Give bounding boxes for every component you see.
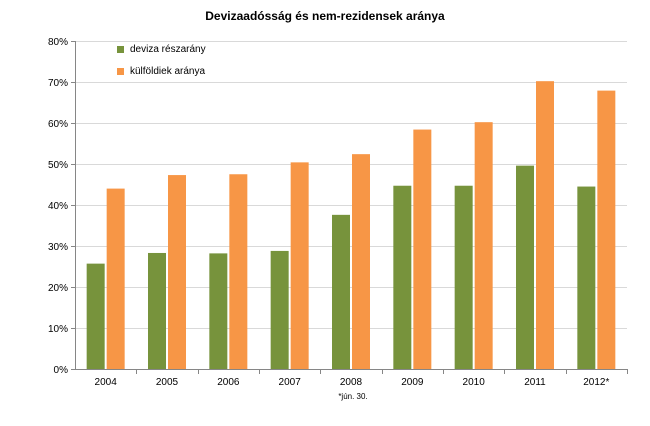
- bar-deviza-2011: [516, 165, 534, 369]
- legend-item-kulfoldiek: külföldiek aránya: [117, 66, 205, 77]
- footnote: *jún. 30.: [338, 392, 368, 401]
- x-tick-label: 2011: [524, 377, 546, 388]
- legend-label-deviza: deviza részarány: [130, 44, 206, 55]
- legend-label-kulfoldiek: külföldiek aránya: [130, 66, 206, 77]
- bar-deviza-2006: [209, 253, 228, 369]
- bar-kulfoldiek-2011: [536, 81, 554, 370]
- bar-deviza-2008: [332, 214, 350, 369]
- chart-title: Devizaadósság és nem-rezidensek aránya: [205, 9, 445, 23]
- y-tick-label: 50%: [48, 160, 68, 171]
- bar-kulfoldiek-2005: [168, 175, 186, 369]
- y-tick-label: 10%: [48, 324, 68, 335]
- bar-kulfoldiek-2006: [229, 174, 248, 369]
- bar-deviza-2007: [270, 250, 289, 369]
- y-tick-label: 80%: [48, 37, 68, 48]
- x-tick-label: 2010: [463, 377, 486, 388]
- x-tick-label: 2006: [217, 377, 240, 388]
- x-tick-label: 2012*: [583, 377, 609, 388]
- bar-deviza-2012: [577, 186, 596, 369]
- bar-deviza-2005: [148, 252, 166, 369]
- bar-deviza-2009: [393, 185, 412, 369]
- x-tick-label: 2008: [340, 377, 363, 388]
- bar-kulfoldiek-2012: [597, 90, 616, 370]
- x-tick-label: 2005: [156, 377, 179, 388]
- x-tick-label: 2007: [279, 377, 302, 388]
- legend-swatch-kulfoldiek: [117, 68, 124, 75]
- legend-swatch-deviza: [117, 46, 124, 53]
- x-tick-label: 2004: [95, 377, 118, 388]
- bar-deviza-2004: [86, 263, 105, 369]
- bar-kulfoldiek-2010: [474, 122, 493, 370]
- x-tick-label: 2009: [401, 377, 424, 388]
- bar-kulfoldiek-2009: [413, 129, 432, 369]
- y-tick-label: 40%: [48, 201, 68, 212]
- bar-kulfoldiek-2004: [106, 188, 125, 369]
- y-tick-label: 60%: [48, 119, 68, 130]
- y-tick-label: 30%: [48, 242, 68, 253]
- bar-deviza-2010: [454, 185, 473, 369]
- y-tick-label: 70%: [48, 78, 68, 89]
- legend-item-deviza: deviza részarány: [117, 44, 206, 55]
- bar-kulfoldiek-2007: [290, 162, 309, 369]
- y-tick-label: 20%: [48, 283, 68, 294]
- bar-kulfoldiek-2008: [352, 154, 370, 369]
- y-tick-label: 0%: [54, 365, 69, 376]
